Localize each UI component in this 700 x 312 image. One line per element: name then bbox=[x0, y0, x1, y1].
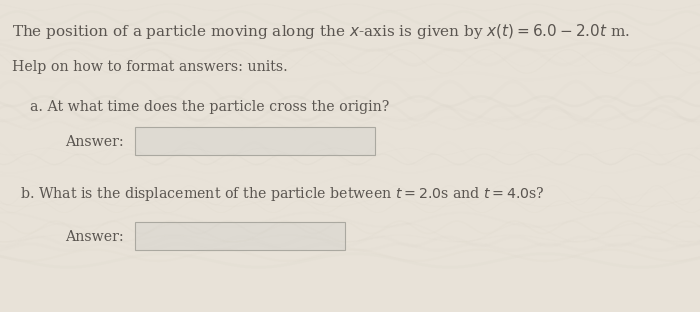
Bar bbox=[135, 127, 375, 155]
Text: a. At what time does the particle cross the origin?: a. At what time does the particle cross … bbox=[30, 100, 389, 114]
Text: Answer:: Answer: bbox=[65, 230, 124, 244]
Text: Answer:: Answer: bbox=[65, 135, 124, 149]
Text: The position of a particle moving along the $x$-axis is given by $x(t) = 6.0 - 2: The position of a particle moving along … bbox=[12, 22, 630, 41]
Text: b. What is the displacement of the particle between $t = 2.0$s and $t = 4.0$s?: b. What is the displacement of the parti… bbox=[20, 185, 545, 203]
Bar bbox=[135, 222, 345, 250]
Text: Help on how to format answers: units.: Help on how to format answers: units. bbox=[12, 60, 288, 74]
